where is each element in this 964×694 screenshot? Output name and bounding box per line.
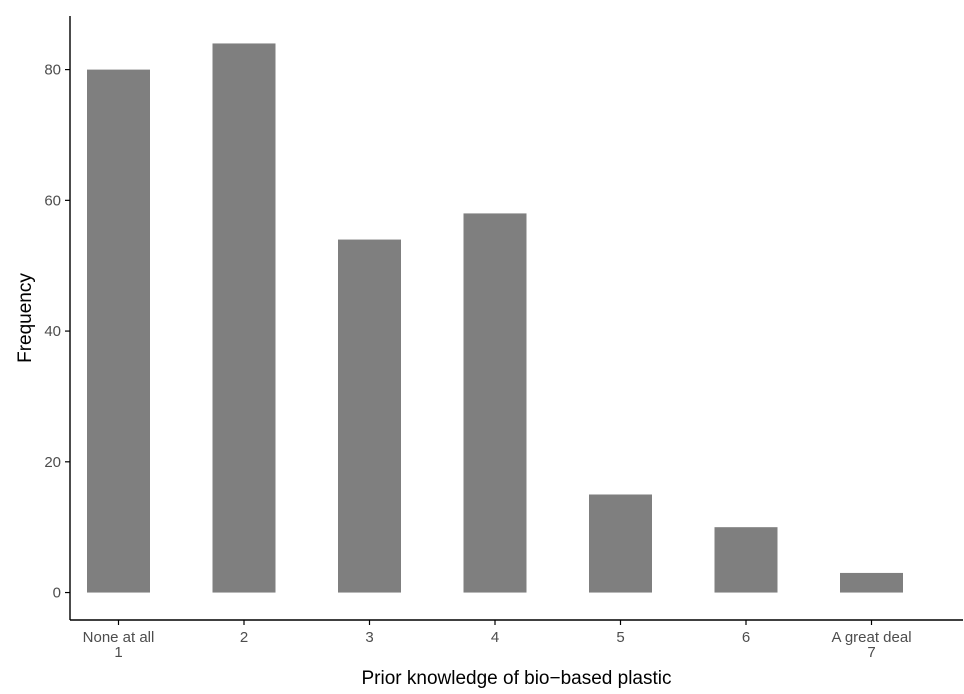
bar: [714, 527, 778, 593]
y-tick-label: 80: [44, 62, 61, 79]
y-axis-ticks: 0 20 40 60 80: [44, 62, 70, 602]
bar: [463, 213, 527, 593]
y-axis-title: Frequency: [15, 273, 36, 363]
axes-layer: [69, 16, 963, 621]
x-axis-title: Prior knowledge of bio−based plastic: [362, 668, 672, 689]
x-tick-label: None at all 1: [83, 629, 155, 661]
x-tick-label: 3: [365, 629, 373, 646]
x-tick-label: A great deal 7: [831, 629, 911, 661]
y-tick-label: 40: [44, 323, 61, 340]
x-tick-label: 2: [240, 629, 248, 646]
y-tick-label: 20: [44, 454, 61, 471]
bar: [589, 494, 652, 593]
x-tick-label: 5: [616, 629, 624, 646]
x-tick-label: 4: [491, 629, 499, 646]
bars-layer: [87, 43, 903, 593]
bar: [840, 572, 903, 593]
bar: [212, 43, 276, 593]
y-tick-label: 60: [44, 192, 61, 209]
y-tick-label: 0: [53, 585, 61, 602]
bar: [87, 69, 150, 593]
x-axis-ticks: None at all 1 2 3 4 5 6 A great deal 7: [83, 620, 912, 661]
bar: [338, 239, 401, 593]
x-tick-label: 6: [742, 629, 750, 646]
